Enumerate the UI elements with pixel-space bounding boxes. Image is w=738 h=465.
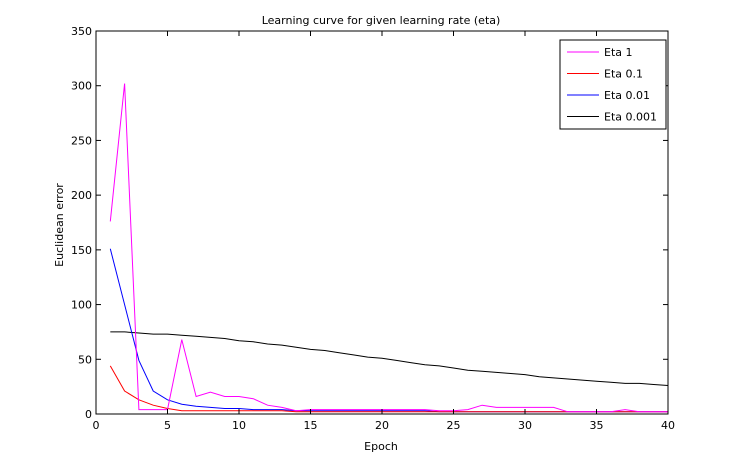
legend-box [559,39,667,130]
ticks-layer: 0 5 10 15 20 25 30 35 40 0 50 100 150 200 250 300 350 [71,25,675,432]
legend-label: Eta 0.001 [604,111,657,124]
legend: Eta 1 Eta 0.1 Eta 0.01 Eta 0.001 [559,39,667,130]
series-layer [109,83,669,413]
y-tick-label: 50 [78,353,92,366]
x-tick-label: 5 [164,419,171,432]
plot-area: 0 5 10 15 20 25 30 35 40 0 50 100 150 200 250 300 350 [71,25,675,432]
y-tick-label: 100 [71,299,92,312]
chart-title: Learning curve for given learning rate (… [262,14,501,27]
x-tick-label: 30 [518,419,532,432]
series-line-3 [110,331,669,386]
x-axis-label: Epoch [364,440,398,453]
y-tick-label: 0 [85,408,92,421]
series-line-0 [109,83,668,413]
y-tick-label: 350 [71,25,92,38]
legend-label: Eta 0.01 [604,89,650,102]
x-tick-label: 0 [93,419,100,432]
legend-label: Eta 0.1 [604,68,643,81]
y-axis-label: Euclidean error [53,183,66,267]
x-tick-label: 25 [447,419,461,432]
x-tick-label: 20 [375,419,389,432]
y-tick-label: 200 [71,189,92,202]
x-tick-label: 10 [232,419,246,432]
y-tick-label: 250 [71,134,92,147]
x-tick-label: 40 [661,419,675,432]
legend-label: Eta 1 [604,46,633,59]
x-tick-label: 35 [590,419,604,432]
y-tick-label: 150 [71,244,92,257]
y-tick-label: 300 [71,80,92,93]
x-tick-label: 15 [304,419,318,432]
